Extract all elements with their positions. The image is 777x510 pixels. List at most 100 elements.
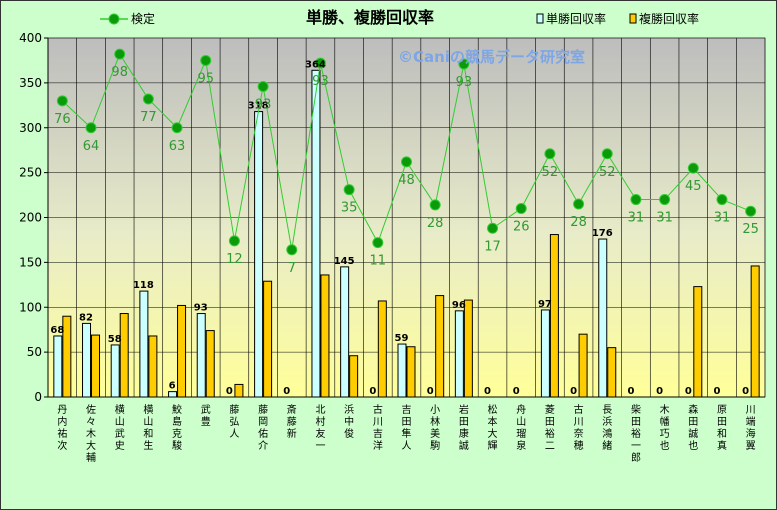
bar-tansho-label: 58 (108, 334, 122, 345)
x-category-label: 古川奈穂 (574, 403, 584, 452)
legend-bar1-swatch (536, 13, 544, 24)
x-category-label: 鮫島克駿 (172, 403, 182, 452)
kentei-point (257, 80, 269, 92)
bar-tansho-label: 0 (570, 386, 577, 397)
bar-tansho-label: 0 (685, 386, 692, 397)
bar-tansho (454, 310, 464, 398)
legend-line-label: 検定 (131, 11, 155, 26)
bar-tansho-label: 118 (133, 280, 154, 291)
bar-tansho-label: 0 (713, 386, 720, 397)
bar-tansho-label: 0 (427, 386, 434, 397)
kentei-label: 12 (226, 252, 243, 267)
kentei-label: 25 (742, 222, 759, 237)
kentei-label: 52 (599, 165, 616, 180)
x-category-label: 小林美駒 (430, 404, 440, 452)
svg-text:小林美駒: 小林美駒 (430, 404, 440, 452)
bar-tansho-label: 0 (742, 386, 749, 397)
svg-text:古川奈穂: 古川奈穂 (574, 403, 584, 452)
bar-tansho-label: 0 (484, 386, 491, 397)
bar-fukusho (91, 334, 101, 398)
svg-text:藤弘人: 藤弘人 (229, 404, 239, 440)
watermark: ©Caniの競馬データ研究室 (398, 48, 585, 66)
bar-fukusho (693, 286, 703, 398)
kentei-point (659, 194, 671, 206)
x-category-label: 松本大輝 (488, 403, 498, 452)
bar-tansho-label: 145 (334, 256, 355, 267)
legend: 検定 単勝回収率 複勝回収率 (100, 11, 699, 26)
kentei-label: 77 (140, 110, 157, 125)
kentei-label: 35 (341, 201, 358, 216)
kentei-point (630, 194, 642, 206)
bar-tansho-label: 318 (248, 101, 269, 112)
y-tick-label: 0 (34, 390, 42, 404)
kentei-point (171, 122, 183, 134)
svg-text:丹内祐次: 丹内祐次 (57, 404, 67, 452)
x-category-label: 藤弘人 (229, 404, 239, 440)
bar-tansho (254, 111, 264, 398)
x-category-label: 吉田隼人 (402, 404, 412, 452)
svg-text:横山武史: 横山武史 (115, 403, 125, 452)
bar-tansho-label: 68 (50, 325, 64, 336)
bar-tansho-label: 0 (283, 386, 290, 397)
kentei-point (429, 199, 441, 211)
bar-tansho-label: 97 (538, 299, 552, 310)
kentei-label: 31 (656, 211, 673, 226)
kentei-label: 28 (570, 215, 587, 230)
kentei-point (200, 54, 212, 66)
kentei-label: 26 (513, 220, 530, 235)
svg-text:古川吉洋: 古川吉洋 (373, 403, 383, 452)
bar-tansho (598, 238, 608, 398)
y-tick-label: 50 (27, 345, 42, 359)
bar-tansho (397, 343, 407, 398)
svg-text:藤岡佑介: 藤岡佑介 (258, 404, 268, 452)
kentei-label: 45 (685, 179, 702, 194)
kentei-label: 95 (197, 71, 214, 86)
bar-fukusho (320, 274, 330, 398)
kentei-label: 93 (255, 97, 272, 112)
kentei-point (573, 198, 585, 210)
kentei-point (687, 162, 699, 174)
bar-tansho-label: 0 (226, 386, 233, 397)
x-category-label: 浜中俊 (344, 404, 354, 440)
bar-tansho-label: 0 (656, 386, 663, 397)
x-category-label: 柴田裕一郎 (631, 403, 641, 464)
svg-text:岩田康誠: 岩田康誠 (459, 403, 469, 452)
x-category-label: 斎藤新 (287, 403, 297, 440)
kentei-label: 63 (169, 139, 186, 154)
bar-tansho (311, 69, 321, 398)
bar-tansho-label: 0 (369, 386, 376, 397)
kentei-point (458, 58, 470, 70)
x-category-label: 横山和生 (143, 403, 153, 452)
kentei-label: 93 (456, 75, 473, 90)
bar-fukusho (119, 313, 129, 398)
bar-fukusho (578, 333, 588, 398)
kentei-point (745, 205, 757, 217)
legend-bar1-label: 単勝回収率 (546, 11, 606, 26)
bar-fukusho (177, 304, 187, 398)
svg-text:柴田裕一郎: 柴田裕一郎 (631, 403, 641, 464)
y-tick-label: 200 (19, 211, 42, 225)
kentei-label: 28 (427, 216, 444, 231)
bar-fukusho (263, 280, 273, 398)
svg-text:吉田隼人: 吉田隼人 (402, 404, 412, 452)
svg-text:松本大輝: 松本大輝 (488, 403, 498, 452)
bar-tansho-label: 96 (452, 300, 466, 311)
y-tick-label: 250 (19, 166, 42, 180)
kentei-label: 31 (714, 211, 731, 226)
x-category-label: 長浜鴻緒 (602, 404, 612, 452)
x-category-label: 川端海翼 (746, 405, 756, 452)
y-tick-label: 100 (19, 300, 42, 314)
kentei-point (601, 148, 613, 160)
bar-tansho (53, 335, 63, 398)
x-category-label: 佐々木大輔 (86, 404, 96, 464)
bar-fukusho (406, 346, 416, 398)
bar-tansho (196, 313, 206, 398)
bar-tansho (110, 344, 120, 398)
y-tick-label: 150 (19, 255, 42, 269)
x-category-label: 森田誠也 (688, 403, 698, 452)
bar-fukusho (234, 383, 244, 398)
y-tick-label: 300 (19, 121, 42, 135)
kentei-point (85, 122, 97, 134)
kentei-point (487, 222, 499, 234)
x-category-label: 岩田康誠 (459, 403, 469, 452)
